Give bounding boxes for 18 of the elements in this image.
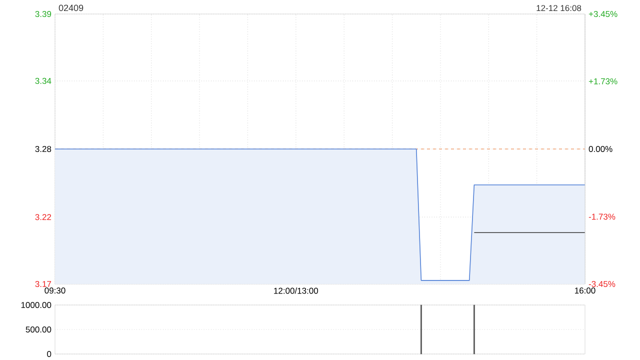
- x-tick-label: 16:00: [575, 288, 596, 294]
- y-tick-label: 3.17: [35, 281, 52, 288]
- chart-title: 02409: [58, 4, 84, 12]
- x-tick-label: 12:00/13:00: [274, 288, 318, 294]
- y-tick-label: 0: [47, 351, 52, 358]
- y-tick-label: 3.28: [35, 146, 52, 152]
- y-tick-label: 3.22: [35, 214, 52, 220]
- y-tick-label: 1000.00: [21, 302, 52, 308]
- y2-tick-label: -1.73%: [588, 214, 616, 220]
- text: 12-12 16:08: [536, 5, 582, 12]
- y-tick-label: 3.34: [35, 78, 52, 84]
- y2-tick-label: +1.73%: [588, 78, 618, 84]
- y2-tick-label: -3.45%: [588, 281, 616, 288]
- y2-tick-label: +3.45%: [588, 11, 618, 18]
- y-tick-label: 3.39: [35, 11, 52, 18]
- x-tick-label: 09:30: [44, 288, 66, 294]
- y2-tick-label: 0.00%: [588, 146, 612, 152]
- y-tick-label: 500.00: [26, 326, 52, 333]
